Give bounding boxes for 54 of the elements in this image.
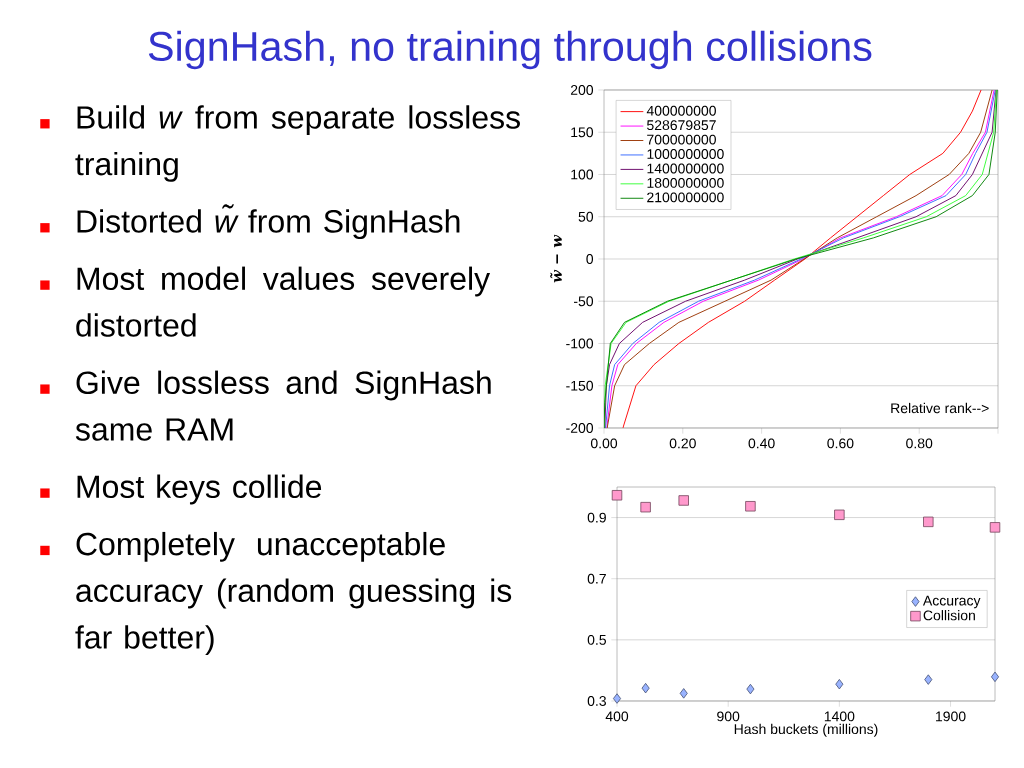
- point: [611, 490, 623, 501]
- y-tick-label: -100: [566, 338, 594, 349]
- y-tick-label: 0.7: [587, 573, 606, 584]
- x-tick-label: 1400: [824, 711, 855, 722]
- text: Completely unacceptable accuracy (random guessing is far better): [75, 531, 512, 656]
- legend-label: 400000000: [646, 105, 716, 116]
- x-tick-label: 0.00: [590, 438, 618, 449]
- text: SignHash, no training through collisions: [148, 30, 872, 70]
- text: Most model values severely distorted: [76, 266, 491, 337]
- legend-label: 528679857: [647, 120, 716, 131]
- x-tick-label: 0.60: [827, 438, 854, 449]
- legend-label: 1800000000: [647, 177, 724, 188]
- y-tick-label: 150: [571, 127, 594, 138]
- point: [679, 688, 688, 699]
- point: [991, 671, 1000, 683]
- annotation: Relative rank-->: [891, 402, 989, 414]
- y-tick-label: 100: [571, 169, 594, 180]
- legend-label: 700000000: [647, 134, 716, 145]
- point: [835, 678, 844, 690]
- y-tick-label: 0.5: [587, 634, 607, 645]
- point: [834, 509, 845, 521]
- x-tick-label: 0.40: [748, 438, 775, 449]
- point: [640, 501, 651, 513]
- legend-label: 2100000000: [647, 192, 724, 203]
- x-tick-label: 0.80: [906, 438, 933, 449]
- y-tick-label: 50: [578, 211, 594, 222]
- point: [641, 682, 650, 694]
- legend-label: 1400000000: [647, 163, 724, 174]
- y-tick-label: 0.3: [587, 696, 606, 706]
- y-tick-label: -200: [566, 423, 594, 433]
- x-tick-label: 400: [605, 711, 629, 722]
- x-tick-label: 900: [717, 711, 740, 722]
- point: [678, 495, 689, 506]
- legend-label: Accuracy: [922, 595, 981, 609]
- point: [746, 683, 755, 695]
- y-tick-label: 0: [586, 254, 594, 264]
- y-tick-label: -150: [566, 380, 594, 391]
- point: [989, 522, 1001, 533]
- y-tick-label: 200: [570, 85, 594, 95]
- text: Most keys collide: [77, 474, 322, 505]
- x-tick-label: 1900: [936, 711, 966, 722]
- text: Distorted w̃ from SignHash: [77, 204, 460, 240]
- y-axis-title: w̃ − w: [550, 234, 562, 283]
- point: [613, 693, 622, 704]
- point: [923, 516, 934, 528]
- point: [745, 501, 756, 512]
- x-axis-title: Hash buckets (millions): [734, 723, 878, 737]
- point: [924, 674, 933, 685]
- text: Give lossless and SignHash same RAM: [75, 370, 491, 441]
- x-tick-label: 0.20: [669, 438, 696, 449]
- y-tick-label: 0.9: [587, 512, 606, 523]
- legend-label: Collision: [923, 610, 975, 621]
- legend-label: 1000000000: [647, 149, 724, 159]
- y-tick-label: -50: [574, 296, 594, 307]
